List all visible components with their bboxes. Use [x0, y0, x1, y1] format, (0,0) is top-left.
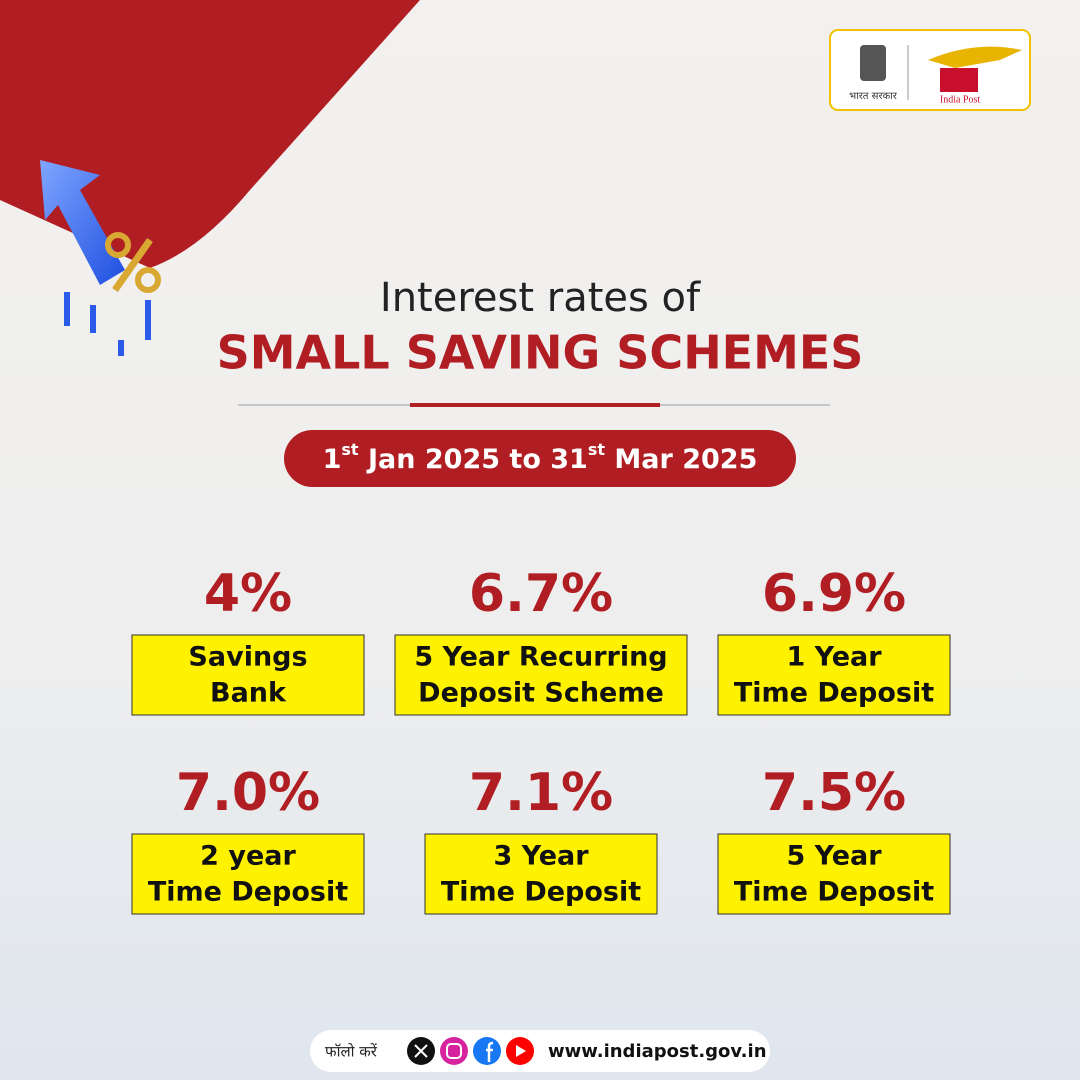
label-line: 3 Year [493, 841, 589, 872]
red-corner [0, 0, 420, 268]
schemes: 4% Savings Bank 6.7% 5 Year Recurring Deposit… [131, 564, 951, 915]
website[interactable]: www.indiapost.gov.in [548, 1041, 767, 1062]
label-line: Time Deposit [734, 678, 934, 709]
title-line2: SMALL SAVING SCHEMES [217, 326, 864, 380]
label-box [394, 634, 688, 716]
label-box [717, 833, 951, 915]
label-line: Deposit Scheme [418, 678, 664, 709]
label-line: 5 Year [786, 841, 882, 872]
period-part: st [588, 440, 606, 459]
govt-label: भारत सरकार [849, 91, 898, 102]
period-part: Jan 2025 to 31 [359, 444, 588, 475]
title-line1: Interest rates of [380, 275, 701, 321]
label-line: Time Deposit [734, 877, 934, 908]
arrow-illustration [40, 160, 161, 356]
brand: India Post [940, 94, 981, 105]
period-part: st [341, 440, 359, 459]
footer: फॉलो करें www.indiapost.gov.in [310, 1030, 770, 1072]
label-line: 5 Year Recurring [414, 642, 667, 673]
rate: 4% [204, 564, 292, 624]
rate: 7.1% [469, 763, 613, 823]
rate: 6.9% [762, 564, 906, 624]
label-box [424, 833, 658, 915]
period-part: Mar 2025 [605, 444, 757, 475]
label-line: Savings [188, 642, 307, 673]
label-box [131, 833, 365, 915]
label-line: 1 Year [786, 642, 882, 673]
label-box [131, 634, 365, 716]
label-line: 2 year [200, 841, 296, 872]
period-pill [284, 430, 796, 487]
label-box [717, 634, 951, 716]
logo-box: भारत सरकार India Post [829, 29, 1031, 111]
rate: 7.0% [176, 763, 320, 823]
period-part: 1 [323, 444, 342, 475]
label-line: Time Deposit [441, 877, 641, 908]
rate: 6.7% [469, 564, 613, 624]
follow-label: फॉलो करें [325, 1043, 378, 1061]
rate: 7.5% [762, 763, 906, 823]
label-line: Bank [210, 678, 287, 709]
instagram-icon[interactable] [440, 1037, 468, 1065]
label-line: Time Deposit [148, 877, 348, 908]
period: 1st Jan 2025 to 31st Mar 2025 [323, 440, 758, 475]
